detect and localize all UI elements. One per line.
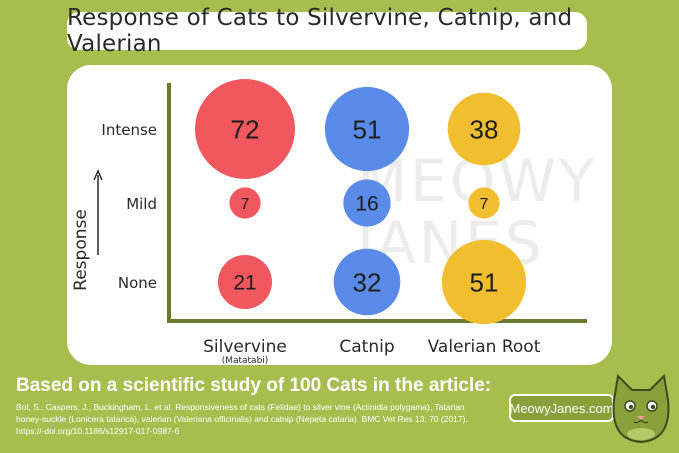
bubble-1-none [333, 248, 401, 316]
y-tick-label-intense: Intense [101, 121, 157, 139]
data-label-0-mild: 7 [241, 196, 250, 213]
cat-logo-icon [612, 373, 670, 444]
x-tick-label-0: Silvervine [203, 337, 287, 357]
y-axis-arrowhead [93, 169, 103, 181]
data-label-1-none: 32 [353, 267, 382, 297]
data-label-1-mild: 16 [355, 193, 378, 216]
data-label-2-intense: 38 [470, 114, 499, 144]
title-box: Response of Cats to Silvervine, Catnip, … [67, 5, 587, 57]
data-label-2-none: 51 [470, 267, 499, 297]
y-tick-label-none: None [118, 274, 157, 292]
bubble-2-mild [468, 187, 500, 219]
x-tick-sublabel-0: (Matatabi) [222, 356, 269, 365]
x-tick-label-1: Catnip [339, 337, 394, 357]
bubble-chart: Response Intense Mild None Silvervine(Matata… [71, 79, 587, 365]
y-axis-title: Response [71, 209, 91, 291]
study-heading: Based on a scientific study of 100 Cats … [16, 375, 492, 396]
bubble-0-none [218, 255, 272, 309]
bubble-0-intense [195, 79, 295, 179]
x-tick-label-2: Valerian Root [428, 337, 541, 357]
bubble-0-mild [229, 187, 261, 219]
citation-text: Bol, S., Caspers, J., Buckingham, L. et … [16, 402, 468, 436]
data-label-0-none: 21 [233, 272, 256, 295]
brand-badge[interactable]: MeowyJanes.com [509, 394, 614, 422]
chart-panel: MEOWY JANES Response Intense Mild None Silve… [67, 65, 612, 365]
bubble-2-intense [447, 92, 521, 166]
data-label-2-mild: 7 [480, 196, 489, 213]
y-tick-label-mild: Mild [126, 195, 157, 213]
chart-title: Response of Cats to Silvervine, Catnip, … [67, 5, 573, 57]
data-label-1-intense: 51 [353, 114, 382, 144]
bubble-1-intense [324, 86, 410, 172]
data-label-0-intense: 72 [231, 114, 260, 144]
bubble-2-none [441, 239, 527, 325]
bubble-1-mild [343, 179, 391, 227]
